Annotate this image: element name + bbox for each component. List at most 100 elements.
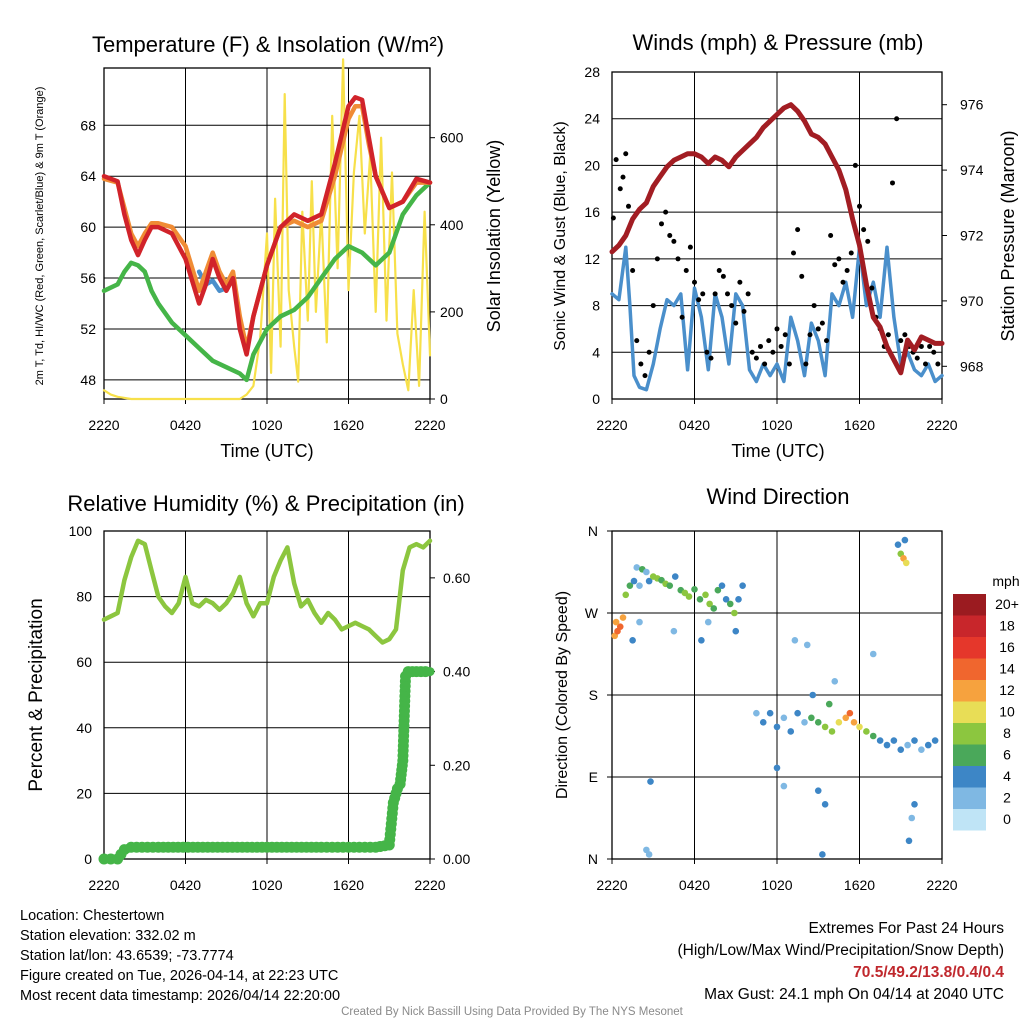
wind-dir-point: [732, 627, 740, 635]
x-tick-label: 2220: [926, 417, 957, 433]
colorbar-label: 4: [1003, 768, 1011, 784]
colorbar-label: 20+: [995, 596, 1019, 612]
series-station-pressure: [609, 102, 945, 376]
y2-tick-label: 600: [440, 130, 464, 146]
colorbar-label: 18: [999, 618, 1015, 634]
wind-dir-point: [718, 582, 726, 589]
gust-point: [857, 203, 862, 209]
x-tick-label: 2220: [414, 417, 445, 433]
gust-point: [758, 343, 763, 349]
gust-point: [753, 355, 759, 361]
gust-point: [671, 238, 677, 244]
wind-dir-point: [612, 618, 620, 626]
gust-point: [620, 174, 626, 180]
wind-dir-point: [645, 577, 653, 585]
gust-point: [795, 227, 801, 233]
y2-tick-label: 400: [440, 217, 464, 233]
gust-point: [737, 279, 743, 285]
x-tick-label: 1020: [761, 417, 792, 433]
x-tick-label: 2220: [596, 877, 627, 893]
gust-point: [733, 320, 739, 326]
gust-point: [791, 250, 796, 256]
wind-dir-point: [670, 627, 678, 635]
y-tick-label: 48: [80, 372, 96, 388]
y2-tick-label: 0: [440, 391, 448, 407]
series-relative-humidity: [101, 538, 433, 645]
wind-dir-point: [842, 714, 850, 722]
wind-dir-point: [710, 605, 718, 612]
y-tick-label: 80: [76, 589, 92, 605]
y-tick-label: 4: [592, 344, 600, 360]
y-tick-label: 12: [584, 251, 600, 267]
wind-dir-point: [671, 573, 679, 580]
wind-dir-point: [666, 582, 674, 589]
colorbar-label: 8: [1003, 725, 1011, 741]
y-tick-label: W: [585, 605, 599, 621]
max-gust: Max Gust: 24.1 mph On 04/14 at 2040 UTC: [704, 986, 1004, 1003]
gust-point: [630, 268, 636, 274]
gust-point: [931, 349, 937, 355]
y2-tick-label: 0.00: [443, 851, 470, 867]
y-axis-label: Sonic Wind & Gust (Blue, Black): [552, 121, 569, 350]
colorbar-swatch: [953, 809, 986, 831]
y2-tick-label: 972: [960, 228, 984, 244]
gust-point: [762, 361, 768, 367]
colorbar-label: 16: [999, 639, 1015, 655]
gust-point: [914, 355, 920, 361]
wind-dir-point: [773, 723, 781, 731]
wind-dir-point: [704, 618, 712, 626]
gust-point: [634, 338, 640, 344]
colorbar-label: 0: [1003, 811, 1011, 827]
gust-point: [918, 343, 924, 349]
wind-dir-point: [828, 728, 836, 735]
extremes-title: Extremes For Past 24 Hours: [808, 920, 1004, 937]
precip-point: [419, 666, 431, 678]
wind-dir-point: [931, 737, 939, 744]
y-tick-label: E: [589, 769, 598, 785]
gust-point: [807, 332, 813, 338]
gust-point: [799, 273, 805, 279]
x-tick-label: 2220: [88, 417, 119, 433]
gust-point: [803, 361, 809, 367]
gust-point: [638, 361, 644, 367]
y-tick-label: 68: [80, 117, 96, 133]
y2-tick-label: 0.60: [443, 570, 470, 586]
gust-point: [667, 233, 673, 238]
wind-dir-point: [902, 559, 910, 567]
gust-point: [696, 297, 702, 303]
wind-dir-point: [883, 741, 891, 749]
gust-point: [741, 308, 747, 314]
wind-dir-point: [735, 596, 742, 603]
gust-point: [749, 349, 755, 355]
wind-dir-point: [905, 837, 913, 845]
y-tick-label: S: [589, 687, 598, 703]
colorbar-swatch: [953, 594, 986, 616]
colorbar-swatch: [953, 701, 986, 723]
y-tick-label: 20: [584, 157, 600, 173]
wind-dir-point: [696, 596, 704, 603]
station-info: Location: Chestertown Station elevation:…: [20, 906, 340, 1006]
wind-dir-point: [722, 596, 730, 603]
wind-dir-point: [731, 609, 738, 617]
gust-point: [898, 338, 904, 344]
wind-dir-point: [825, 700, 833, 708]
wind-dir-point: [901, 536, 909, 544]
colorbar-swatch: [953, 766, 986, 788]
y2-tick-label: 976: [960, 97, 984, 113]
extremes-subtitle: (High/Low/Max Wind/Precipitation/Snow De…: [677, 942, 1005, 959]
x-tick-label: 1020: [761, 877, 792, 893]
y-tick-label: 0: [592, 391, 600, 407]
wind-dir-point: [739, 582, 746, 589]
gust-point: [894, 116, 900, 122]
colorbar-label: 6: [1003, 747, 1011, 763]
gust-point: [778, 343, 784, 349]
wind-dir-point: [636, 582, 643, 589]
x-tick-label: 1620: [844, 417, 875, 433]
x-tick-label: 2220: [596, 417, 627, 433]
extremes-values: 70.5/49.2/13.8/0.4/0.4: [853, 964, 1004, 981]
colorbar-swatch: [953, 744, 986, 766]
y-tick-label: 16: [584, 204, 600, 220]
wind-dir-point: [814, 719, 822, 726]
